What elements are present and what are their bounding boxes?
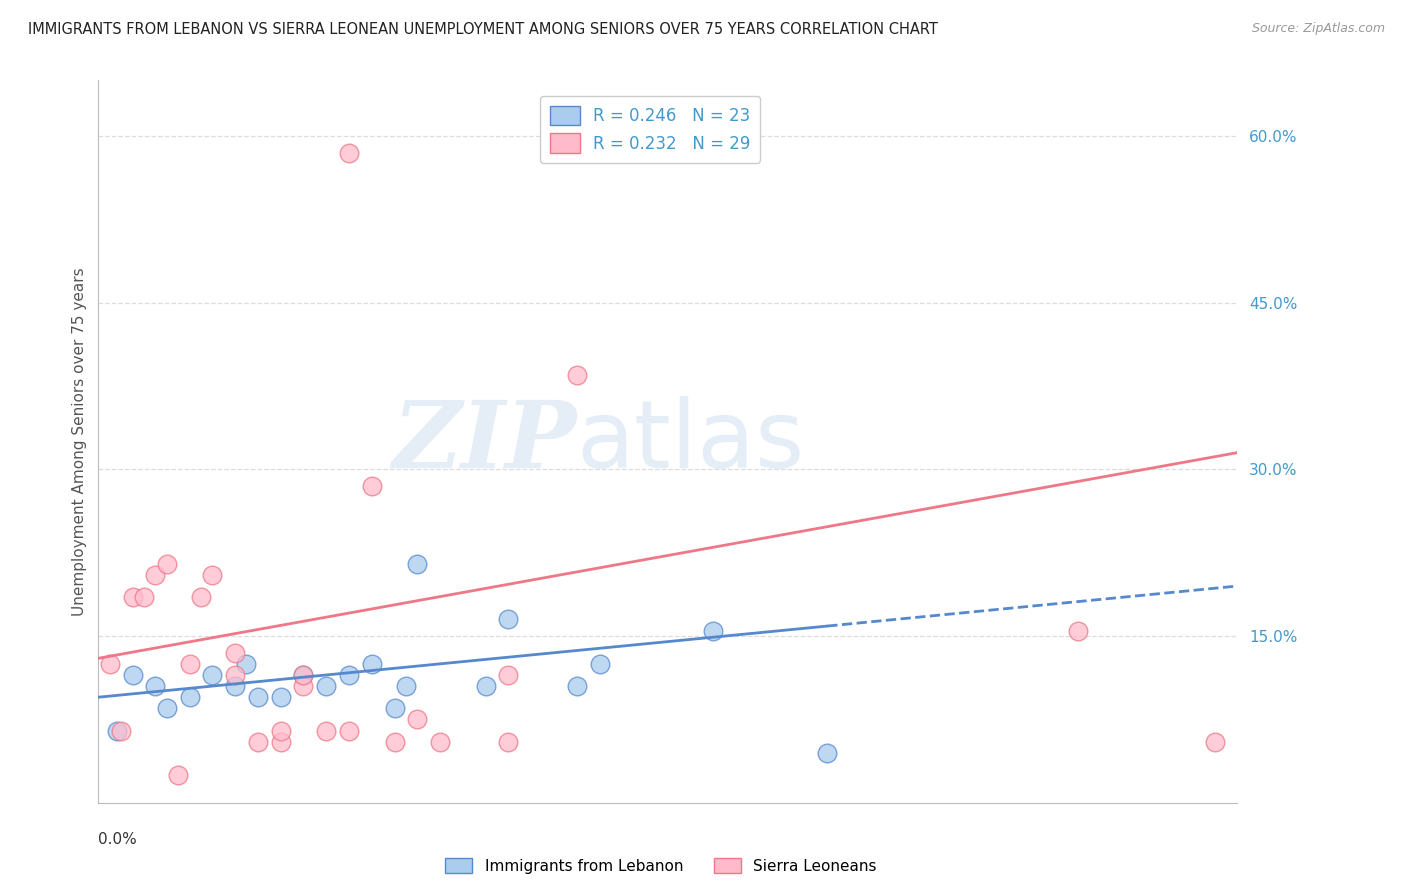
Point [1067, 624, 1090, 638]
Point [179, 657, 201, 671]
Point [110, 723, 132, 738]
Point [292, 668, 315, 682]
Point [145, 679, 167, 693]
Point [1204, 734, 1226, 748]
Point [105, 723, 128, 738]
Point [429, 734, 451, 748]
Point [315, 723, 337, 738]
Point [815, 746, 838, 760]
Point [270, 723, 292, 738]
Text: atlas: atlas [576, 395, 806, 488]
Point [270, 690, 292, 705]
Point [337, 723, 360, 738]
Point [406, 713, 429, 727]
Legend: Immigrants from Lebanon, Sierra Leoneans: Immigrants from Lebanon, Sierra Leoneans [439, 852, 883, 880]
Point [474, 679, 496, 693]
Point [565, 679, 588, 693]
Point [156, 701, 179, 715]
Point [145, 568, 167, 582]
Text: 0.0%: 0.0% [98, 831, 138, 847]
Point [224, 668, 246, 682]
Y-axis label: Unemployment Among Seniors over 75 years: Unemployment Among Seniors over 75 years [72, 268, 87, 615]
Point [498, 734, 520, 748]
Point [246, 690, 269, 705]
Point [98, 657, 121, 671]
Point [292, 668, 315, 682]
Point [224, 679, 246, 693]
Point [270, 734, 292, 748]
Point [384, 734, 406, 748]
Point [235, 657, 257, 671]
Point [384, 701, 406, 715]
Point [246, 734, 269, 748]
Point [360, 479, 382, 493]
Text: Source: ZipAtlas.com: Source: ZipAtlas.com [1251, 22, 1385, 36]
Point [565, 368, 588, 382]
Point [179, 690, 201, 705]
Point [201, 668, 224, 682]
Point [406, 557, 429, 571]
Point [156, 557, 179, 571]
Point [337, 145, 360, 160]
Point [360, 657, 382, 671]
Point [315, 679, 337, 693]
Point [201, 568, 224, 582]
Text: ZIP: ZIP [392, 397, 576, 486]
Point [395, 679, 418, 693]
Point [167, 768, 190, 782]
Point [337, 668, 360, 682]
Point [588, 657, 610, 671]
Point [224, 646, 246, 660]
Point [498, 612, 520, 626]
Text: IMMIGRANTS FROM LEBANON VS SIERRA LEONEAN UNEMPLOYMENT AMONG SENIORS OVER 75 YEA: IMMIGRANTS FROM LEBANON VS SIERRA LEONEA… [28, 22, 938, 37]
Point [498, 668, 520, 682]
Point [121, 668, 143, 682]
Point [292, 679, 315, 693]
Point [121, 590, 143, 604]
Point [132, 590, 155, 604]
Legend: R = 0.246   N = 23, R = 0.232   N = 29: R = 0.246 N = 23, R = 0.232 N = 29 [540, 95, 761, 162]
Point [702, 624, 724, 638]
Point [190, 590, 212, 604]
